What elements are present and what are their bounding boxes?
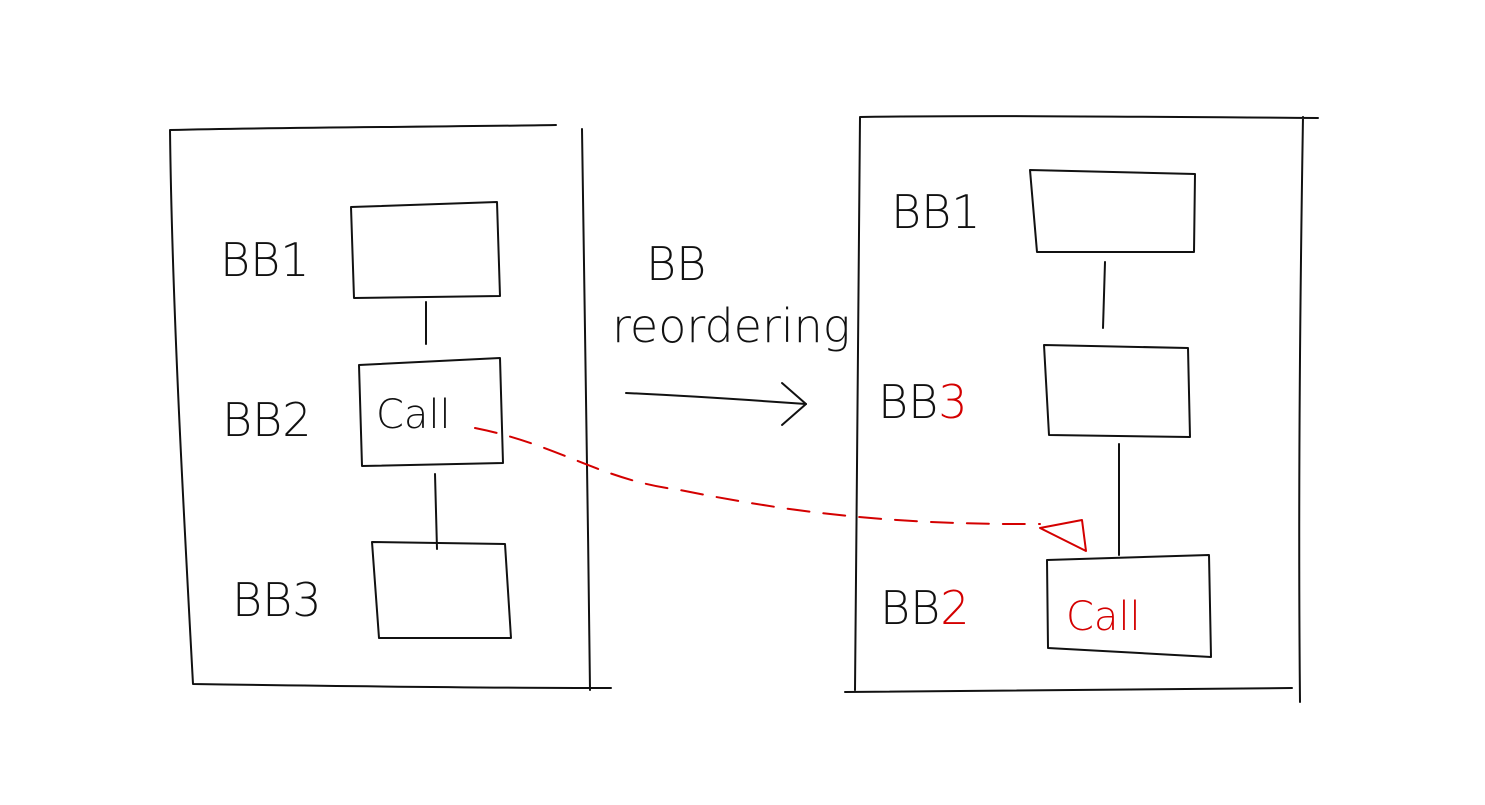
svg-text:BB3: BB3 — [232, 573, 322, 627]
after-bb2-label-suffix: 2 — [940, 581, 969, 635]
svg-text:BB1: BB1 — [891, 185, 981, 239]
after-bb1-label-prefix: BB — [891, 185, 951, 239]
after-bb3-label-suffix: 3 — [938, 375, 967, 429]
after-panel-frame — [844, 115, 1319, 703]
before-panel-frame — [169, 124, 612, 691]
svg-text:BB3: BB3 — [878, 375, 968, 429]
after-edge-bb1-bb3 — [1102, 261, 1106, 329]
after-bb3-box — [1043, 344, 1191, 438]
before-bb1-label-prefix: BB — [220, 233, 280, 287]
after-bb2-call-text: Call — [1066, 594, 1141, 640]
before-bb2-call-text: Call — [376, 392, 451, 438]
after-panel: BB1 BB3 BB2 Call — [844, 115, 1319, 703]
after-bb1-box — [1029, 169, 1196, 253]
before-bb2-label-prefix: BB — [222, 393, 282, 447]
transform-arrow-shaft — [625, 392, 807, 405]
transform-line1: BB — [646, 237, 706, 291]
after-bb3-label-prefix: BB — [878, 375, 938, 429]
moved-call-edge-arrowhead — [1039, 519, 1087, 552]
before-panel: BB1 BB2 Call BB3 — [169, 124, 612, 691]
before-edge-bb2-bb3 — [434, 473, 438, 550]
transform: BB reordering — [612, 237, 850, 426]
before-bb1-box — [350, 201, 501, 299]
after-bb2-box — [1046, 554, 1212, 658]
svg-text:BB2: BB2 — [880, 581, 970, 635]
before-bb3-label-prefix: BB — [232, 573, 292, 627]
svg-text:BB1: BB1 — [220, 233, 310, 287]
before-bb2-label-suffix: 2 — [282, 393, 311, 447]
before-bb3-box — [371, 541, 512, 639]
before-bb1-label-suffix: 1 — [280, 233, 309, 287]
transform-arrow-head — [781, 382, 807, 426]
before-bb2-box — [358, 357, 504, 467]
moved-call-edge — [474, 427, 1087, 552]
after-bb1-label-suffix: 1 — [951, 185, 980, 239]
before-bb3-label-suffix: 3 — [292, 573, 321, 627]
moved-call-edge-line — [474, 427, 1041, 526]
after-bb2-label-prefix: BB — [880, 581, 940, 635]
transform-line2: reordering — [612, 299, 850, 353]
svg-text:BB2: BB2 — [222, 393, 312, 447]
